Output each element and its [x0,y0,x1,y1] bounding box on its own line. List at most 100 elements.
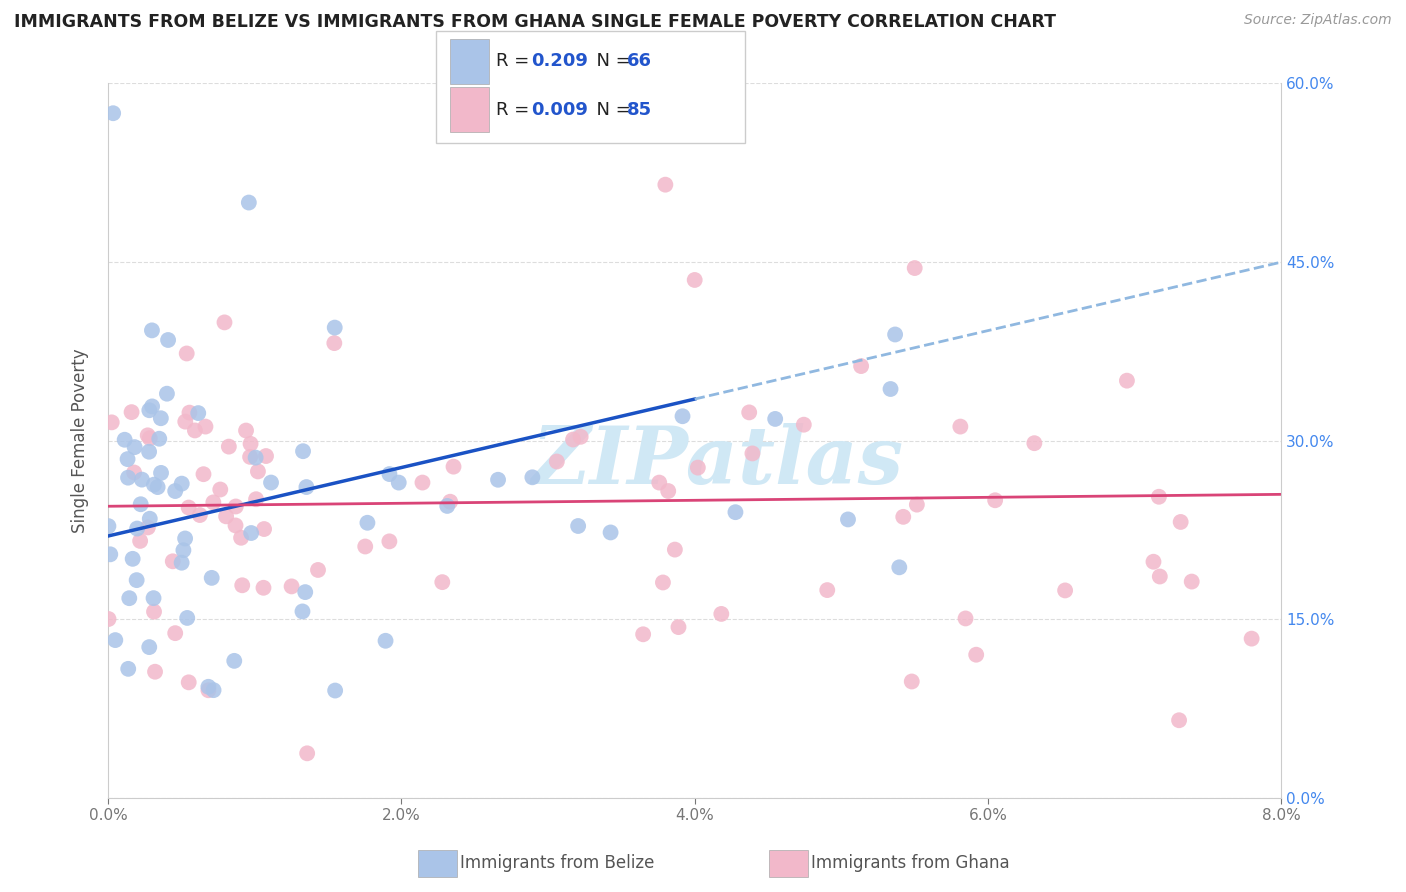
Point [1149,569,1171,583]
Point [138,444,160,458]
Point [150,466,173,480]
Point [238,195,260,210]
Point [374,633,396,648]
Point [1240,632,1263,646]
Point [245,450,267,465]
Point [443,459,465,474]
Point [1024,436,1046,450]
Point [323,320,346,334]
Point [569,430,592,444]
Point [738,405,761,419]
Point [141,323,163,337]
Point [486,473,509,487]
Text: R =: R = [496,101,536,119]
Point [139,431,162,445]
Point [218,440,240,454]
Point [294,585,316,599]
Point [157,333,180,347]
Point [984,493,1007,508]
Point [1116,374,1139,388]
Point [184,424,207,438]
Text: 66: 66 [627,53,652,70]
Point [174,415,197,429]
Point [174,532,197,546]
Point [176,611,198,625]
Point [148,432,170,446]
Point [139,512,162,526]
Point [121,405,143,419]
Point [884,327,907,342]
Text: Immigrants from Ghana: Immigrants from Ghana [811,855,1010,872]
Point [179,406,201,420]
Point [292,444,315,458]
Text: 0.209: 0.209 [531,53,588,70]
Point [567,519,589,533]
Point [229,531,252,545]
Point [124,440,146,454]
Point [378,534,401,549]
Point [141,400,163,414]
Point [176,346,198,360]
Point [253,522,276,536]
Point [149,411,172,425]
Point [131,473,153,487]
Point [793,417,815,432]
Point [562,433,585,447]
Point [356,516,378,530]
Point [202,683,225,698]
Point [138,403,160,417]
Point [165,626,187,640]
Point [214,315,236,329]
Point [1142,555,1164,569]
Point [188,508,211,522]
Point [156,386,179,401]
Point [291,604,314,618]
Point [631,627,654,641]
Y-axis label: Single Female Poverty: Single Female Poverty [72,349,89,533]
Point [170,556,193,570]
Point [142,591,165,606]
Point [100,415,122,429]
Point [239,450,262,464]
Point [388,475,411,490]
Point [657,483,679,498]
Point [411,475,433,490]
Point [224,654,246,668]
Point [118,591,141,606]
Point [170,476,193,491]
Point [671,409,693,424]
Point [354,540,377,554]
Point [648,475,671,490]
Point [252,581,274,595]
Point [114,433,136,447]
Point [378,467,401,481]
Point [652,575,675,590]
Point [683,273,706,287]
Point [142,477,165,491]
Point [307,563,329,577]
Point [741,446,763,460]
Point [891,509,914,524]
Text: R =: R = [496,53,536,70]
Point [949,419,972,434]
Point [104,633,127,648]
Point [194,419,217,434]
Point [1168,713,1191,727]
Point [143,665,166,679]
Point [522,470,544,484]
Point [143,605,166,619]
Point [599,525,621,540]
Point [231,578,253,592]
Point [197,683,219,698]
Point [436,499,458,513]
Point [187,406,209,420]
Point [1054,583,1077,598]
Point [101,106,124,120]
Point [668,620,690,634]
Point [323,336,346,351]
Point [889,560,911,574]
Point [202,495,225,509]
Point [323,683,346,698]
Point [215,509,238,524]
Point [763,412,786,426]
